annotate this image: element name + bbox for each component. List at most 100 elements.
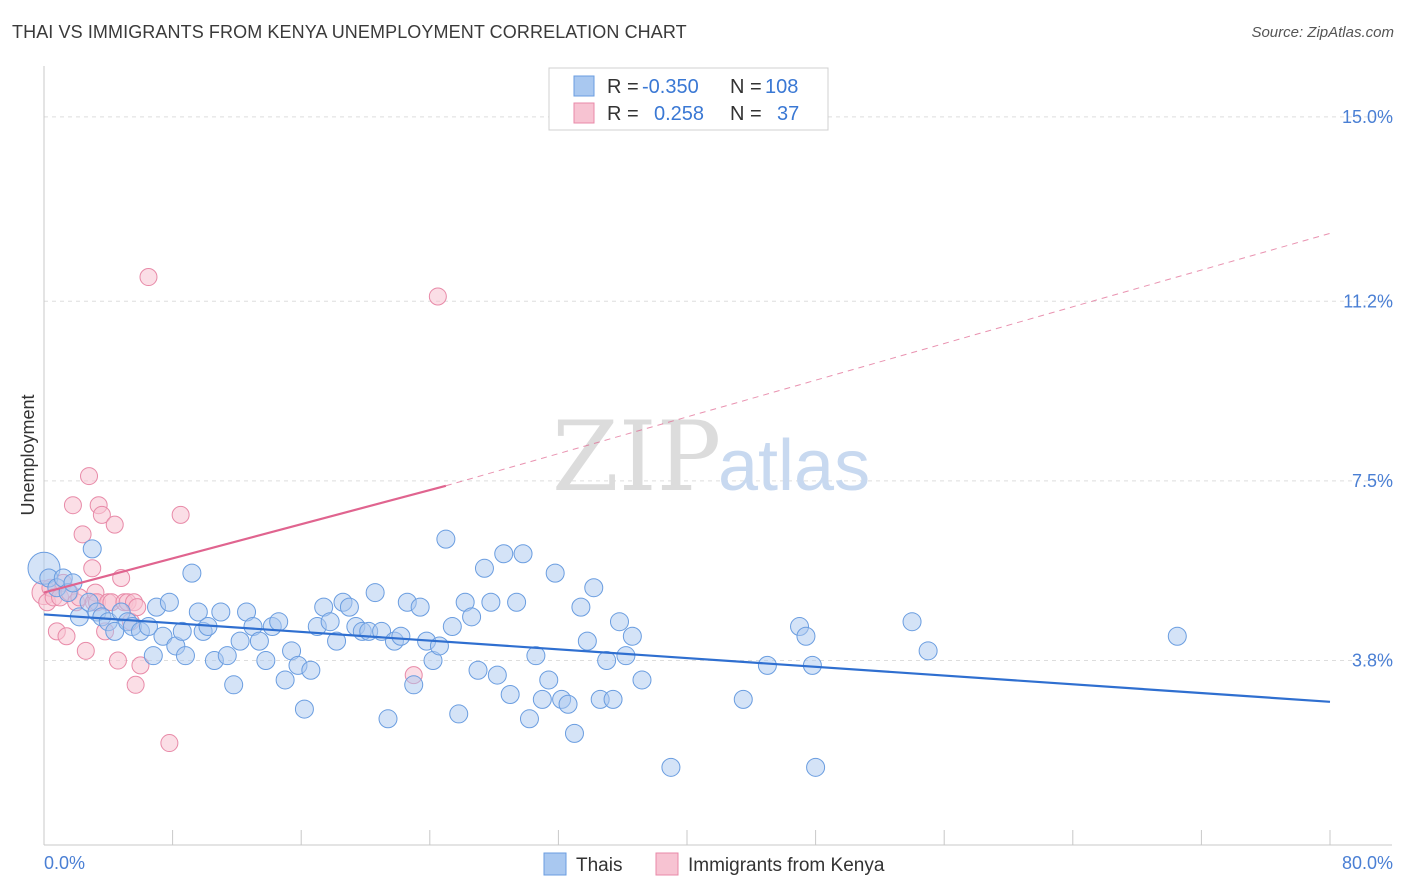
legend-swatch-thais (573, 75, 595, 97)
kenya-point (92, 505, 111, 524)
thais-point (622, 626, 642, 646)
thais-point (275, 670, 295, 690)
thais-point (513, 544, 533, 564)
thais-point (661, 757, 681, 777)
series-thais-points (27, 529, 1187, 777)
thais-point (545, 563, 565, 583)
thais-point (105, 621, 125, 641)
thais-point (256, 651, 276, 671)
legend-r-label: R = (607, 103, 639, 125)
thais-point (597, 651, 617, 671)
thais-point (294, 699, 314, 719)
kenya-point (76, 641, 95, 660)
thais-point (391, 626, 411, 646)
legend-n-label: N = (730, 103, 762, 125)
thais-point (526, 646, 546, 666)
thais-point (507, 592, 527, 612)
thais-point (301, 660, 321, 680)
thais-point (1167, 626, 1187, 646)
thais-point (474, 558, 494, 578)
thais-point (539, 670, 559, 690)
thais-point (159, 592, 179, 612)
kenya-point (73, 525, 92, 544)
kenya-point (139, 268, 158, 287)
thais-trend-line (43, 613, 1331, 703)
thais-point (436, 529, 456, 549)
thais-point (487, 665, 507, 685)
bottom-legend: Thais Immigrants from Kenya (543, 852, 885, 876)
y-tick-label: 3.8% (1352, 651, 1393, 671)
thais-point (449, 704, 469, 724)
chart-source: Source: ZipAtlas.com (1251, 24, 1394, 41)
watermark-atlas: atlas (718, 426, 870, 506)
thais-point (211, 602, 231, 622)
thais-point (327, 631, 347, 651)
bottom-legend-swatch-thais (543, 852, 567, 876)
kenya-point (108, 651, 127, 670)
axes (43, 66, 1392, 846)
kenya-point (105, 515, 124, 534)
thais-point (224, 675, 244, 695)
thais-point (365, 583, 385, 603)
thais-point (558, 694, 578, 714)
thais-point (609, 612, 629, 632)
thais-point (462, 607, 482, 627)
thais-point (249, 631, 269, 651)
thais-point (532, 689, 552, 709)
thais-point (339, 597, 359, 617)
thais-point (616, 646, 636, 666)
legend-r-value: -0.350 (642, 76, 699, 98)
top-legend-box (548, 67, 829, 131)
legend-n-value: 108 (765, 76, 798, 98)
thais-point (372, 621, 392, 641)
kenya-point (80, 467, 99, 486)
thais-point (404, 675, 424, 695)
x-tick-labels: 0.0% 80.0% (44, 853, 1393, 873)
y-tick-labels: 3.8% 7.5% 11.2% 15.0% (1342, 107, 1393, 671)
thais-point (584, 578, 604, 598)
legend-swatch-kenya (573, 102, 595, 124)
thais-point (757, 655, 777, 675)
thais-point (481, 592, 501, 612)
thais-point (918, 641, 938, 661)
thais-point (902, 612, 922, 632)
thais-point (410, 597, 430, 617)
thais-point (182, 563, 202, 583)
thais-point (429, 636, 449, 656)
chart-title: THAI VS IMMIGRANTS FROM KENYA UNEMPLOYME… (12, 22, 687, 42)
thais-point (519, 709, 539, 729)
thais-point (175, 646, 195, 666)
thais-point (603, 689, 623, 709)
kenya-point (57, 627, 76, 646)
y-tick-label: 7.5% (1352, 471, 1393, 491)
kenya-point (428, 287, 447, 306)
y-tick-label: 15.0% (1342, 107, 1393, 127)
thais-point (571, 597, 591, 617)
trend-lines (43, 232, 1331, 703)
x-tick-label: 0.0% (44, 853, 85, 873)
bottom-legend-swatch-kenya (655, 852, 679, 876)
thais-point (796, 626, 816, 646)
thais-point (468, 660, 488, 680)
watermark-zip: ZIP (552, 401, 721, 513)
thais-point (188, 602, 208, 622)
thais-point (172, 621, 192, 641)
kenya-trend-extension (445, 232, 1331, 487)
thais-point (577, 631, 597, 651)
top-legend: R = -0.350 N = 108 R = 0.258 N = 37 (548, 67, 829, 131)
thais-point (733, 689, 753, 709)
kenya-trend-line (43, 484, 447, 594)
thais-point (378, 709, 398, 729)
bottom-legend-label-thais: Thais (576, 855, 622, 876)
y-axis-title: Unemployment (18, 394, 38, 515)
thais-point (153, 626, 173, 646)
kenya-point (83, 559, 102, 578)
legend-n-label: N = (730, 76, 762, 98)
thais-point (494, 544, 514, 564)
thais-point (632, 670, 652, 690)
thais-point (442, 617, 462, 637)
kenya-point (63, 496, 82, 515)
thais-point (564, 723, 584, 743)
thais-point (230, 631, 250, 651)
